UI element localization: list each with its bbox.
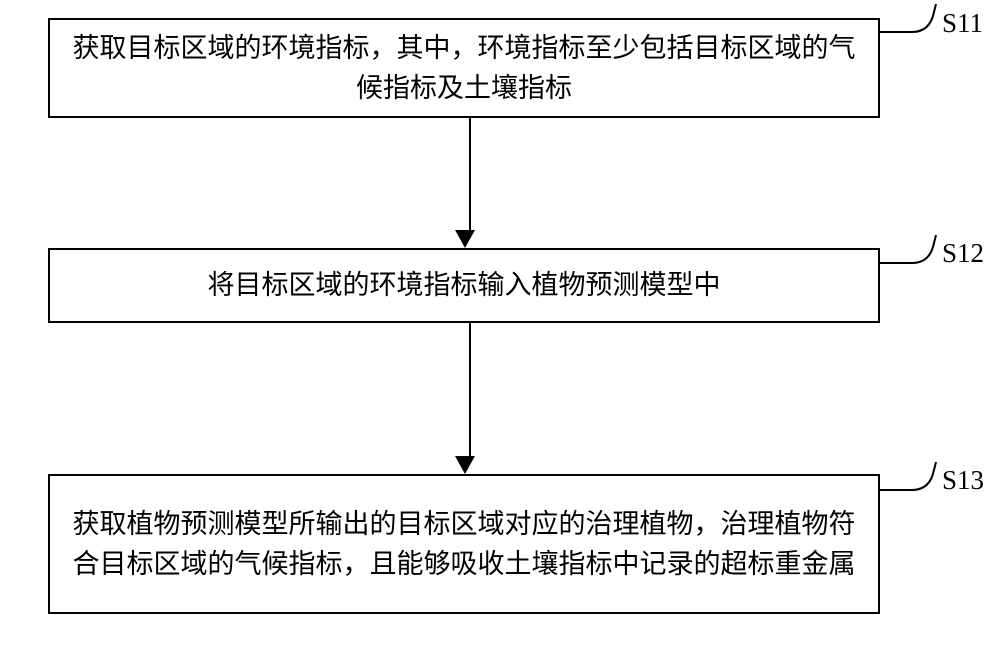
step-3-text: 获取植物预测模型所输出的目标区域对应的治理植物，治理植物符合目标区域的气候指标，…	[70, 504, 858, 585]
flowchart-step-1: 获取目标区域的环境指标，其中，环境指标至少包括目标区域的气候指标及土壤指标	[48, 18, 880, 118]
connector-1	[880, 4, 950, 44]
connector-2	[880, 235, 950, 275]
arrow-2	[464, 323, 475, 474]
step-3-label: S13	[942, 465, 984, 496]
step-1-text: 获取目标区域的环境指标，其中，环境指标至少包括目标区域的气候指标及土壤指标	[70, 28, 858, 109]
flowchart-step-3: 获取植物预测模型所输出的目标区域对应的治理植物，治理植物符合目标区域的气候指标，…	[48, 474, 880, 614]
step-2-label: S12	[942, 238, 984, 269]
step-2-text: 将目标区域的环境指标输入植物预测模型中	[208, 265, 721, 306]
flowchart-container: 获取目标区域的环境指标，其中，环境指标至少包括目标区域的气候指标及土壤指标 S1…	[0, 0, 1000, 653]
arrow-1	[464, 118, 475, 248]
flowchart-step-2: 将目标区域的环境指标输入植物预测模型中	[48, 248, 880, 323]
step-1-label: S11	[942, 8, 983, 39]
connector-3	[880, 462, 950, 502]
